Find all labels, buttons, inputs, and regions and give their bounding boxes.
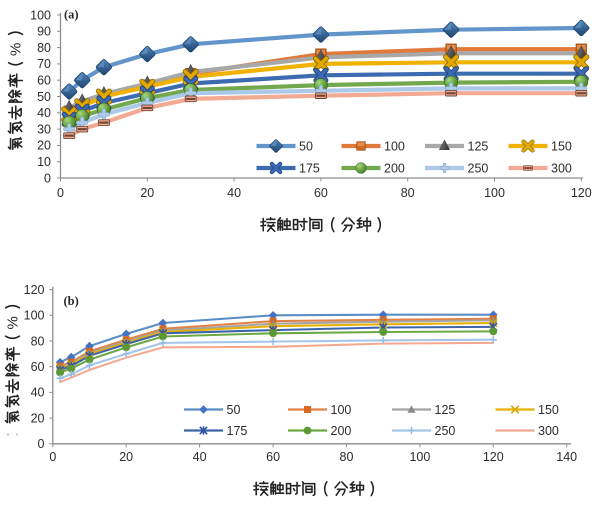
svg-text:60: 60 bbox=[266, 450, 280, 464]
svg-text:150: 150 bbox=[538, 403, 559, 417]
svg-text:175: 175 bbox=[227, 424, 248, 438]
svg-text:150: 150 bbox=[551, 140, 572, 154]
svg-text:125: 125 bbox=[468, 140, 489, 154]
svg-text:80: 80 bbox=[401, 186, 415, 200]
svg-text:%: % bbox=[4, 316, 21, 329]
svg-text:100: 100 bbox=[384, 140, 405, 154]
svg-text:80: 80 bbox=[31, 334, 45, 348]
svg-text:70: 70 bbox=[37, 57, 51, 71]
svg-text:60: 60 bbox=[31, 360, 45, 374]
svg-text:60: 60 bbox=[314, 186, 328, 200]
svg-text:300: 300 bbox=[551, 162, 572, 176]
svg-text:0: 0 bbox=[57, 186, 64, 200]
svg-text:60: 60 bbox=[37, 74, 51, 88]
svg-text:120: 120 bbox=[571, 186, 592, 200]
svg-text:125: 125 bbox=[435, 403, 456, 417]
svg-text:100: 100 bbox=[331, 403, 352, 417]
svg-text:200: 200 bbox=[331, 424, 352, 438]
svg-text:0: 0 bbox=[38, 437, 45, 451]
svg-text:0: 0 bbox=[49, 450, 56, 464]
svg-text:(b): (b) bbox=[64, 294, 79, 308]
svg-text:50: 50 bbox=[37, 90, 51, 104]
svg-text:100: 100 bbox=[409, 450, 430, 464]
svg-text:20: 20 bbox=[31, 411, 45, 425]
svg-text:20: 20 bbox=[140, 186, 154, 200]
svg-text:140: 140 bbox=[556, 450, 577, 464]
svg-text:40: 40 bbox=[37, 106, 51, 120]
svg-text:250: 250 bbox=[468, 162, 489, 176]
svg-text:120: 120 bbox=[483, 450, 504, 464]
svg-text:20: 20 bbox=[37, 139, 51, 153]
svg-text:90: 90 bbox=[37, 25, 51, 39]
svg-text:40: 40 bbox=[31, 386, 45, 400]
svg-text:200: 200 bbox=[384, 162, 405, 176]
svg-text:80: 80 bbox=[37, 41, 51, 55]
svg-text:10: 10 bbox=[37, 155, 51, 169]
svg-text:30: 30 bbox=[37, 122, 51, 136]
svg-text:0: 0 bbox=[44, 171, 51, 185]
svg-text:40: 40 bbox=[227, 186, 241, 200]
svg-text:175: 175 bbox=[299, 162, 320, 176]
svg-text:100: 100 bbox=[24, 309, 45, 323]
svg-text:120: 120 bbox=[24, 283, 45, 297]
svg-text:50: 50 bbox=[299, 140, 313, 154]
svg-text:20: 20 bbox=[119, 450, 133, 464]
svg-text:250: 250 bbox=[435, 424, 456, 438]
svg-text:50: 50 bbox=[227, 403, 241, 417]
svg-text:300: 300 bbox=[538, 424, 559, 438]
svg-text:80: 80 bbox=[340, 450, 354, 464]
svg-text:100: 100 bbox=[30, 8, 51, 22]
svg-text:40: 40 bbox=[193, 450, 207, 464]
svg-text:(a): (a) bbox=[64, 8, 79, 22]
svg-text:%: % bbox=[7, 43, 24, 56]
svg-text:100: 100 bbox=[484, 186, 505, 200]
